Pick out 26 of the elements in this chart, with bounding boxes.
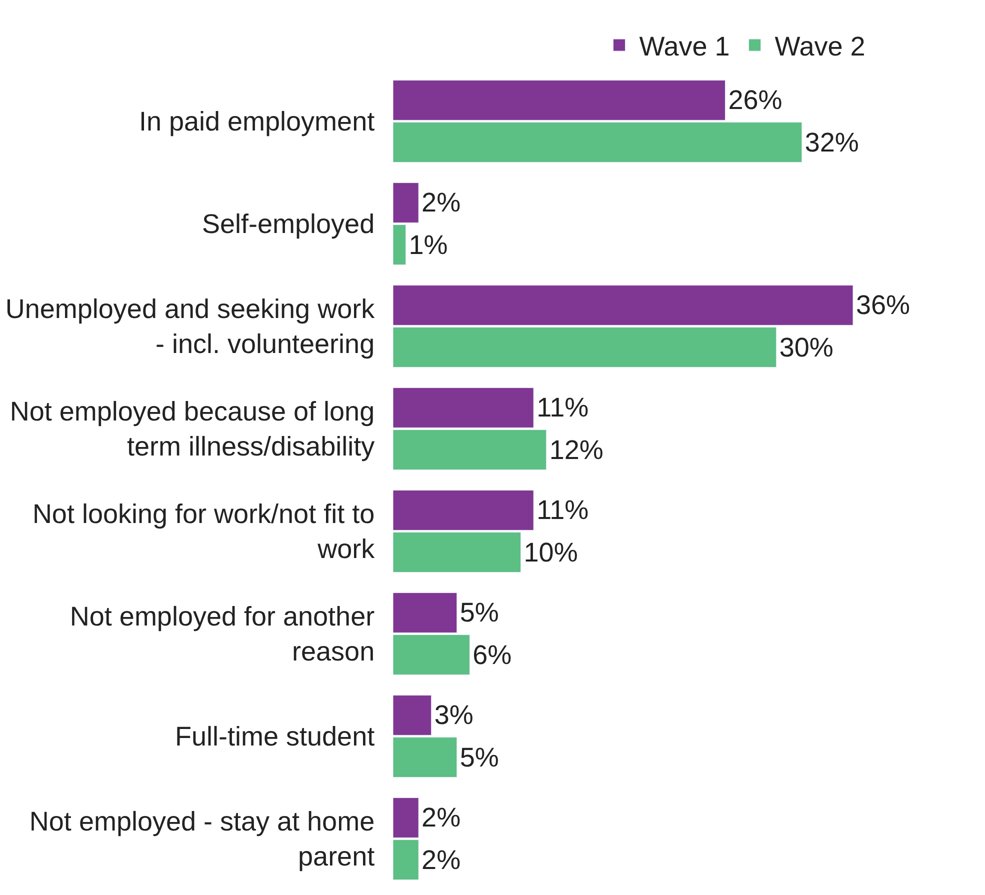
data-label: 10%: [524, 537, 578, 568]
data-label: 6%: [472, 640, 512, 670]
data-label: 1%: [408, 230, 448, 260]
y-tick-label: Self-employed: [202, 209, 375, 240]
data-label: 2%: [422, 188, 461, 218]
data-label: 11%: [536, 392, 589, 423]
y-tick-label: Not employed for another reason: [70, 602, 375, 667]
data-label: 32%: [804, 127, 859, 158]
data-label: 5%: [460, 598, 499, 628]
y-tick-label: Not looking for work/not fit to work: [32, 499, 376, 564]
data-label: 11%: [536, 495, 589, 526]
y-tick-label: Unemployed and seeking work - incl. volunteering: [5, 294, 376, 360]
data-label: 2%: [422, 802, 461, 833]
data-label: 5%: [460, 742, 499, 772]
data-label: 36%: [856, 290, 910, 320]
data-label: 26%: [728, 85, 782, 116]
data-label: 3%: [434, 700, 474, 730]
data-label: 2%: [422, 844, 461, 875]
y-tick-label: Not employed - stay at home parent: [29, 806, 376, 872]
data-label: 12%: [549, 434, 604, 465]
legend-label: Wave 2: [774, 32, 866, 62]
legend-label: Wave 1: [639, 32, 730, 62]
y-tick-label: In paid employment: [138, 106, 376, 137]
y-tick-label: Not employed because of long term illness/disability: [10, 396, 376, 462]
data-label: 30%: [779, 332, 834, 362]
y-tick-label: Full-time student: [175, 722, 376, 752]
